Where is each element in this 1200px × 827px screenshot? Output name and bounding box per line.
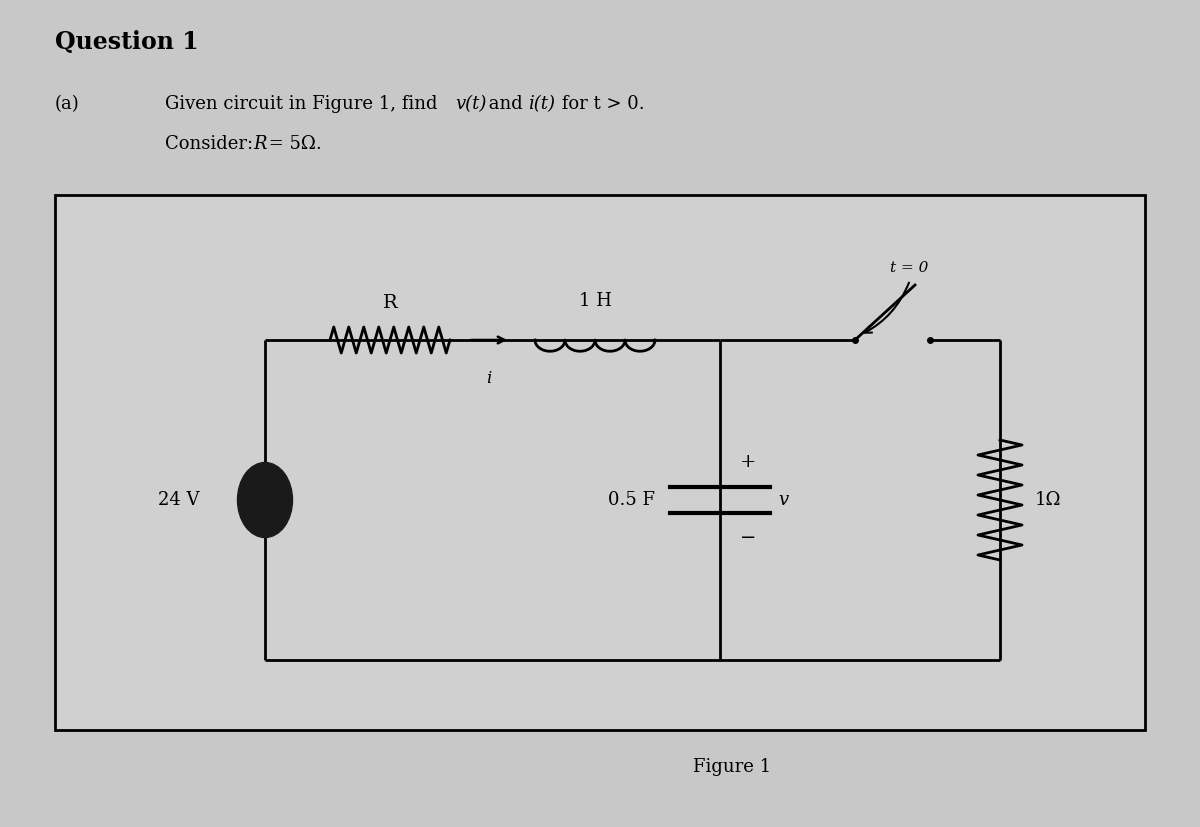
Text: v(t): v(t) xyxy=(455,95,486,113)
Text: R: R xyxy=(253,135,266,153)
Text: −: − xyxy=(740,529,756,547)
Text: t = 0: t = 0 xyxy=(890,261,929,275)
Text: Question 1: Question 1 xyxy=(55,30,199,54)
Text: = 5Ω.: = 5Ω. xyxy=(263,135,322,153)
Ellipse shape xyxy=(238,462,293,538)
Text: 24 V: 24 V xyxy=(158,491,200,509)
Text: Consider:: Consider: xyxy=(166,135,259,153)
Text: 1 H: 1 H xyxy=(578,292,612,310)
Text: +: + xyxy=(740,453,756,471)
Text: v: v xyxy=(778,491,788,509)
Text: R: R xyxy=(383,294,397,312)
Text: i(t): i(t) xyxy=(528,95,554,113)
Text: for t > 0.: for t > 0. xyxy=(556,95,644,113)
Bar xyxy=(55,195,1145,730)
Text: (a): (a) xyxy=(55,95,79,113)
Text: i: i xyxy=(486,370,492,387)
Text: 1Ω: 1Ω xyxy=(1034,491,1062,509)
Text: and: and xyxy=(482,95,528,113)
Text: Given circuit in Figure 1, find: Given circuit in Figure 1, find xyxy=(166,95,443,113)
Text: 0.5 F: 0.5 F xyxy=(608,491,655,509)
Text: Figure 1: Figure 1 xyxy=(694,758,772,776)
